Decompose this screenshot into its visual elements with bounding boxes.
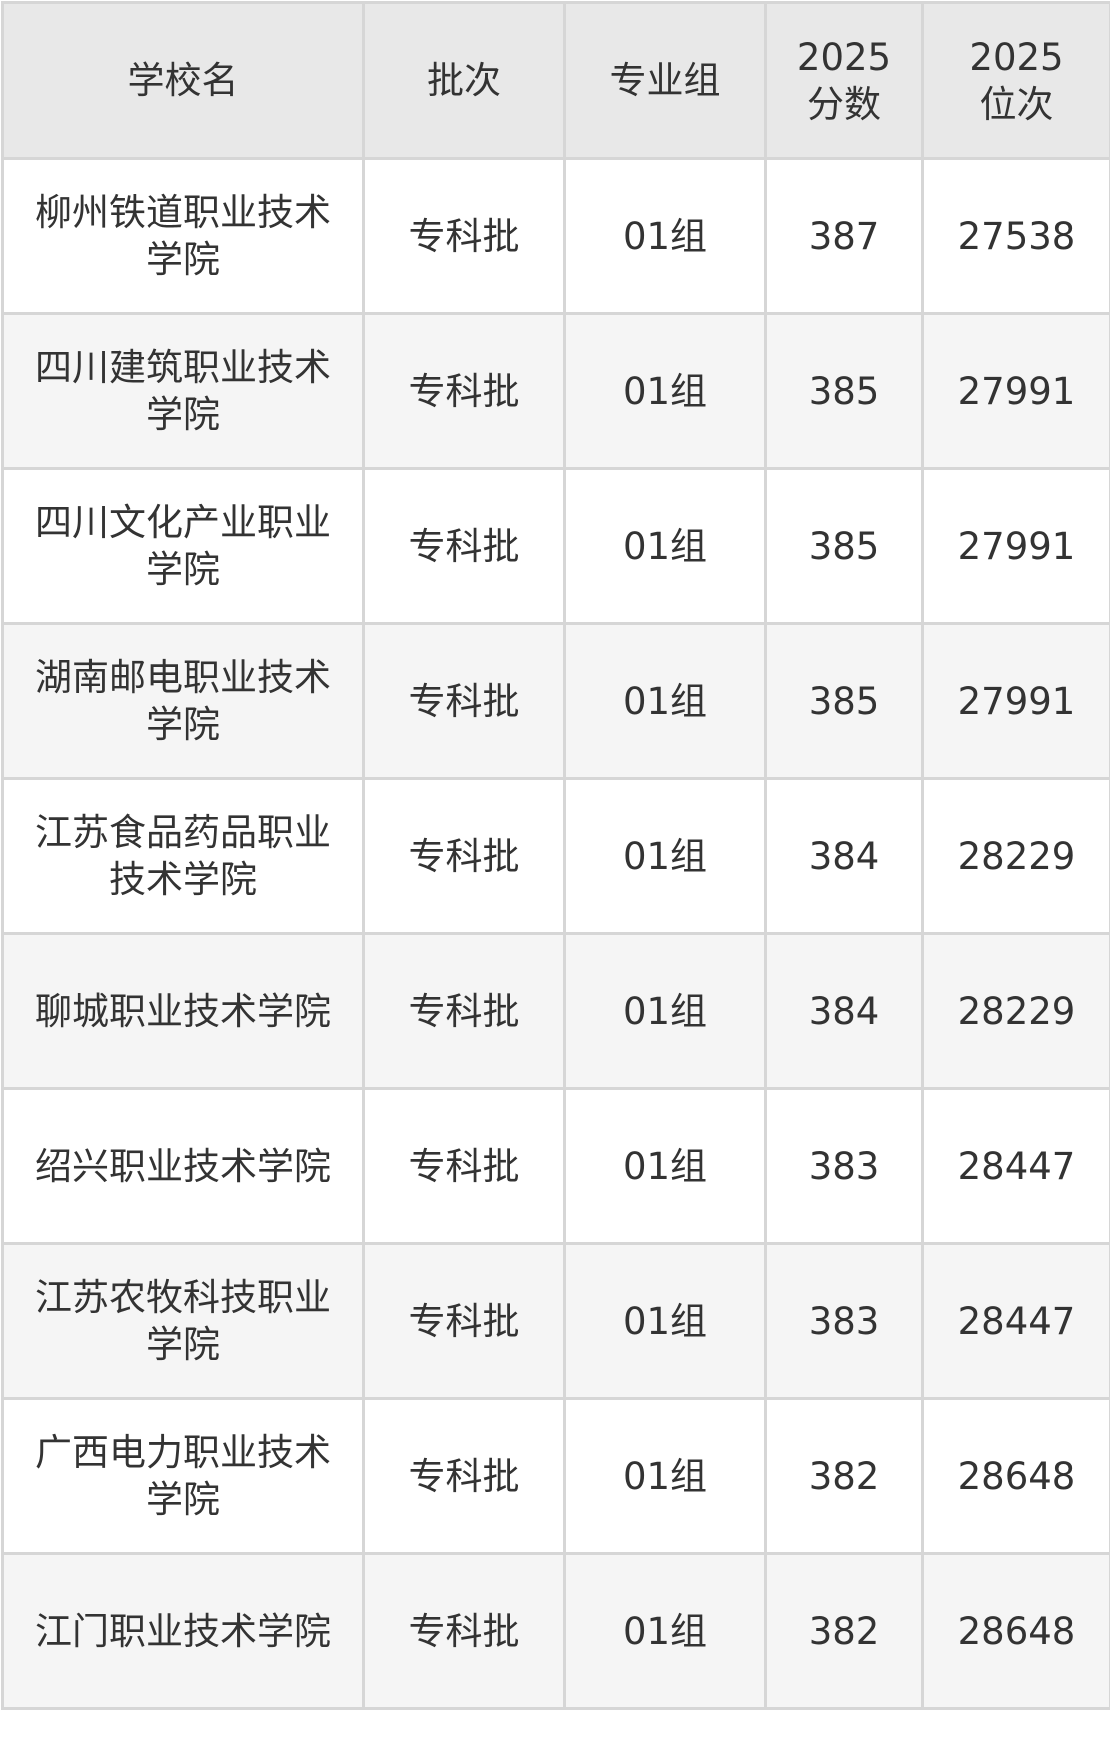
cell-score-2025: 382 (766, 1399, 923, 1554)
cell-rank-2025: 28648 (923, 1399, 1110, 1554)
cell-batch: 专科批 (364, 1244, 565, 1399)
cell-batch: 专科批 (364, 159, 565, 314)
cell-school-name: 江门职业技术学院 (3, 1554, 364, 1709)
cell-batch: 专科批 (364, 1554, 565, 1709)
cell-score-2025: 383 (766, 1244, 923, 1399)
header-school-name: 学校名 (3, 3, 364, 159)
cell-batch: 专科批 (364, 779, 565, 934)
cell-rank-2025: 27991 (923, 314, 1110, 469)
cell-score-2025: 385 (766, 314, 923, 469)
cell-rank-2025: 28447 (923, 1244, 1110, 1399)
cell-batch: 专科批 (364, 1399, 565, 1554)
cell-major-group: 01组 (565, 934, 766, 1089)
cell-school-name: 柳州铁道职业技术学院 (3, 159, 364, 314)
cell-score-2025: 384 (766, 779, 923, 934)
cell-score-2025: 385 (766, 469, 923, 624)
cell-school-name: 江苏食品药品职业技术学院 (3, 779, 364, 934)
cell-score-2025: 384 (766, 934, 923, 1089)
cell-school-name: 江苏农牧科技职业学院 (3, 1244, 364, 1399)
header-rank-2025: 2025 位次 (923, 3, 1110, 159)
cell-batch: 专科批 (364, 624, 565, 779)
cell-major-group: 01组 (565, 159, 766, 314)
cell-rank-2025: 27991 (923, 624, 1110, 779)
cell-rank-2025: 27991 (923, 469, 1110, 624)
cell-school-name: 绍兴职业技术学院 (3, 1089, 364, 1244)
cell-major-group: 01组 (565, 624, 766, 779)
cell-batch: 专科批 (364, 1089, 565, 1244)
cell-rank-2025: 28648 (923, 1554, 1110, 1709)
cell-major-group: 01组 (565, 1399, 766, 1554)
header-score-2025: 2025 分数 (766, 3, 923, 159)
header-batch: 批次 (364, 3, 565, 159)
cell-school-name: 聊城职业技术学院 (3, 934, 364, 1089)
cell-school-name: 四川文化产业职业学院 (3, 469, 364, 624)
cell-school-name: 四川建筑职业技术学院 (3, 314, 364, 469)
cell-major-group: 01组 (565, 1244, 766, 1399)
cell-rank-2025: 27538 (923, 159, 1110, 314)
cell-rank-2025: 28229 (923, 779, 1110, 934)
cell-batch: 专科批 (364, 934, 565, 1089)
cell-school-name: 广西电力职业技术学院 (3, 1399, 364, 1554)
cell-batch: 专科批 (364, 469, 565, 624)
cell-batch: 专科批 (364, 314, 565, 469)
cell-major-group: 01组 (565, 779, 766, 934)
cell-score-2025: 385 (766, 624, 923, 779)
cell-rank-2025: 28229 (923, 934, 1110, 1089)
cell-major-group: 01组 (565, 1554, 766, 1709)
cell-score-2025: 383 (766, 1089, 923, 1244)
cell-major-group: 01组 (565, 314, 766, 469)
cell-score-2025: 387 (766, 159, 923, 314)
cell-major-group: 01组 (565, 469, 766, 624)
cell-school-name: 湖南邮电职业技术学院 (3, 624, 364, 779)
header-major-group: 专业组 (565, 3, 766, 159)
cell-score-2025: 382 (766, 1554, 923, 1709)
cell-rank-2025: 28447 (923, 1089, 1110, 1244)
cell-major-group: 01组 (565, 1089, 766, 1244)
